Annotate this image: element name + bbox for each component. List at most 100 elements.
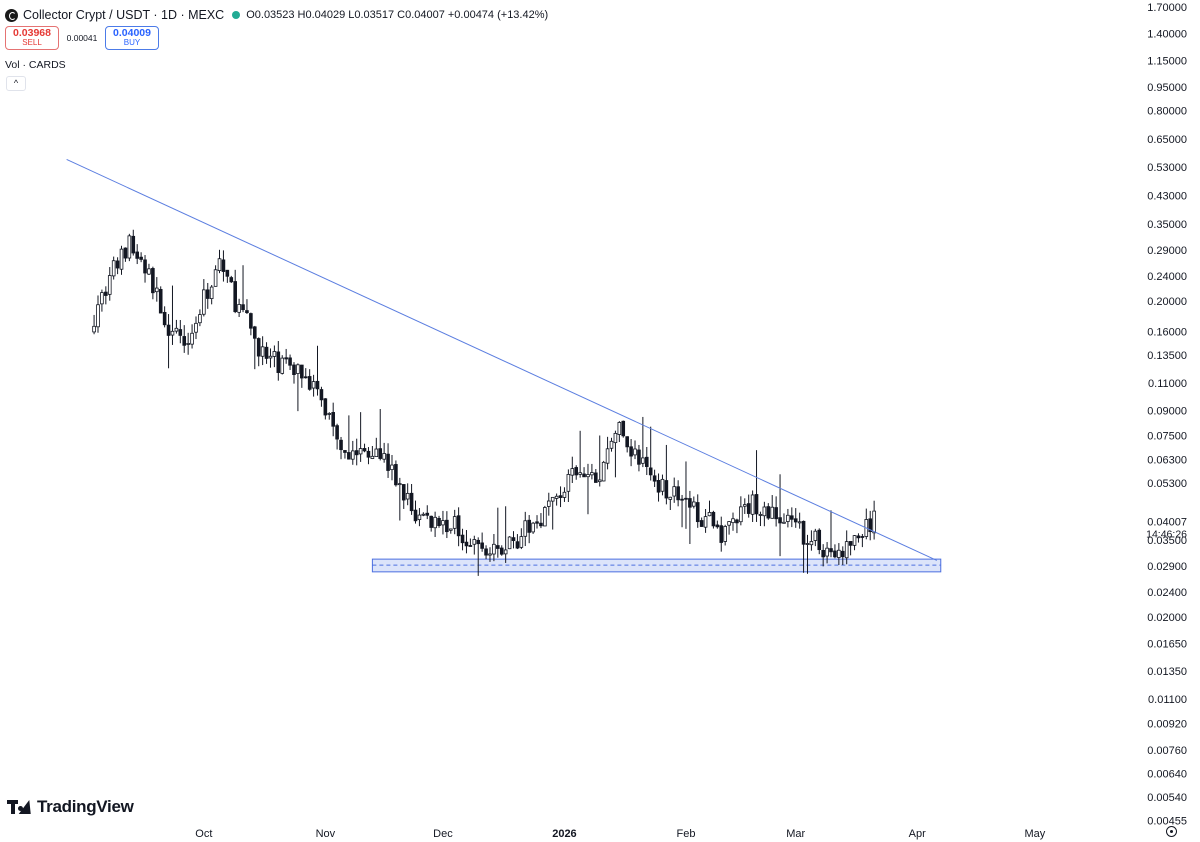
candle-body bbox=[570, 468, 575, 476]
candle bbox=[307, 369, 312, 391]
candle bbox=[837, 543, 841, 565]
candle bbox=[562, 487, 567, 502]
candle-body bbox=[695, 502, 700, 523]
price-tick-label: 0.20000 bbox=[1147, 296, 1187, 308]
candle-body bbox=[499, 547, 504, 555]
candle-body bbox=[601, 461, 606, 482]
candle bbox=[731, 512, 735, 531]
candle-body bbox=[578, 472, 582, 475]
candle bbox=[147, 263, 151, 275]
collapse-chevron-icon[interactable]: ^ bbox=[6, 76, 26, 91]
candle bbox=[872, 500, 876, 540]
candle-body bbox=[605, 448, 610, 464]
tradingview-logo[interactable]: TradingView bbox=[7, 797, 134, 817]
candle-body bbox=[154, 287, 159, 293]
candle bbox=[409, 484, 414, 515]
candle-body bbox=[472, 539, 477, 545]
candle-body bbox=[460, 534, 465, 544]
candle-body bbox=[441, 520, 445, 526]
candle-body bbox=[762, 506, 767, 517]
candle-body bbox=[484, 548, 488, 556]
candle bbox=[323, 398, 328, 420]
candle bbox=[637, 444, 641, 472]
candle bbox=[452, 509, 457, 535]
candle-body bbox=[703, 516, 708, 528]
price-tick-label: 0.65000 bbox=[1147, 134, 1187, 146]
candle bbox=[735, 518, 739, 534]
candle bbox=[115, 257, 120, 275]
candle-body bbox=[860, 536, 865, 538]
candle-body bbox=[202, 289, 206, 315]
candle bbox=[676, 480, 680, 507]
candle bbox=[205, 282, 210, 309]
candle-body bbox=[233, 281, 237, 313]
candle bbox=[413, 500, 418, 524]
candle bbox=[496, 507, 500, 558]
candle-body bbox=[456, 515, 461, 537]
candle bbox=[370, 445, 375, 460]
candle-body bbox=[840, 550, 845, 558]
ohlc-value: 0.04007 bbox=[405, 9, 445, 21]
candle-body bbox=[778, 517, 782, 524]
descending-trendline[interactable] bbox=[66, 159, 938, 561]
candle-body bbox=[692, 501, 696, 507]
axis-settings-icon[interactable] bbox=[1166, 826, 1177, 837]
candle-body bbox=[347, 452, 351, 460]
candle bbox=[119, 245, 124, 275]
candle bbox=[92, 314, 96, 335]
candle-body bbox=[543, 507, 547, 527]
candle bbox=[448, 528, 453, 534]
candle bbox=[437, 515, 441, 528]
candle-body bbox=[750, 494, 755, 515]
price-axis[interactable]: 1.70000 1.40000 1.15000 0.95000 0.80000 0.650… bbox=[1146, 2, 1187, 827]
candle-body bbox=[280, 357, 285, 374]
price-tick-label: 0.07500 bbox=[1147, 431, 1187, 443]
candle-body bbox=[433, 516, 437, 529]
candle-body bbox=[107, 275, 112, 295]
candle bbox=[429, 515, 433, 532]
candle bbox=[688, 490, 692, 544]
candle-body bbox=[539, 522, 543, 527]
support-zone[interactable] bbox=[371, 558, 942, 573]
candle bbox=[715, 520, 720, 529]
candle bbox=[386, 443, 390, 478]
candle bbox=[347, 415, 351, 460]
trade-buttons: 0.03968 SELL 0.00041 0.04009 BUY bbox=[5, 26, 159, 50]
candle bbox=[833, 544, 837, 559]
price-tick-label: 0.11000 bbox=[1148, 378, 1187, 390]
price-tick-label: 0.01650 bbox=[1147, 638, 1187, 650]
candle bbox=[856, 533, 861, 543]
price-tick-label: 0.29000 bbox=[1147, 245, 1187, 257]
candle-body bbox=[790, 515, 794, 520]
candle-body bbox=[492, 543, 496, 555]
candle-body bbox=[190, 332, 194, 345]
candle bbox=[468, 538, 473, 547]
candle-body bbox=[817, 529, 822, 551]
price-tick-label: 0.80000 bbox=[1147, 105, 1187, 117]
candle-body bbox=[276, 351, 281, 373]
buy-button[interactable]: 0.04009 BUY bbox=[105, 26, 159, 50]
time-axis[interactable]: Oct Nov Dec 2026 Feb Mar Apr May bbox=[195, 828, 1045, 840]
candle bbox=[766, 503, 771, 520]
candle bbox=[170, 285, 175, 345]
candle-body bbox=[527, 519, 531, 533]
candle bbox=[331, 402, 335, 437]
candle-body bbox=[174, 327, 179, 332]
candle bbox=[260, 336, 265, 366]
symbol-title[interactable]: Collector Crypt / USDT · 1D · MEXC bbox=[23, 8, 225, 22]
sell-button[interactable]: 0.03968 SELL bbox=[5, 26, 59, 50]
candle-body bbox=[398, 483, 402, 486]
candle bbox=[621, 420, 626, 438]
candle-body bbox=[405, 492, 410, 500]
candle-body bbox=[452, 516, 457, 529]
candle bbox=[672, 477, 677, 503]
candle-body bbox=[852, 535, 857, 546]
candle bbox=[339, 436, 343, 460]
ohlc-key: L bbox=[348, 9, 355, 21]
price-tick-label: 1.70000 bbox=[1147, 2, 1187, 14]
price-tick-label: 0.00920 bbox=[1147, 719, 1187, 731]
trendline[interactable] bbox=[66, 159, 938, 561]
volume-indicator-label[interactable]: Vol · CARDS bbox=[5, 59, 66, 71]
candle-body bbox=[182, 336, 187, 346]
